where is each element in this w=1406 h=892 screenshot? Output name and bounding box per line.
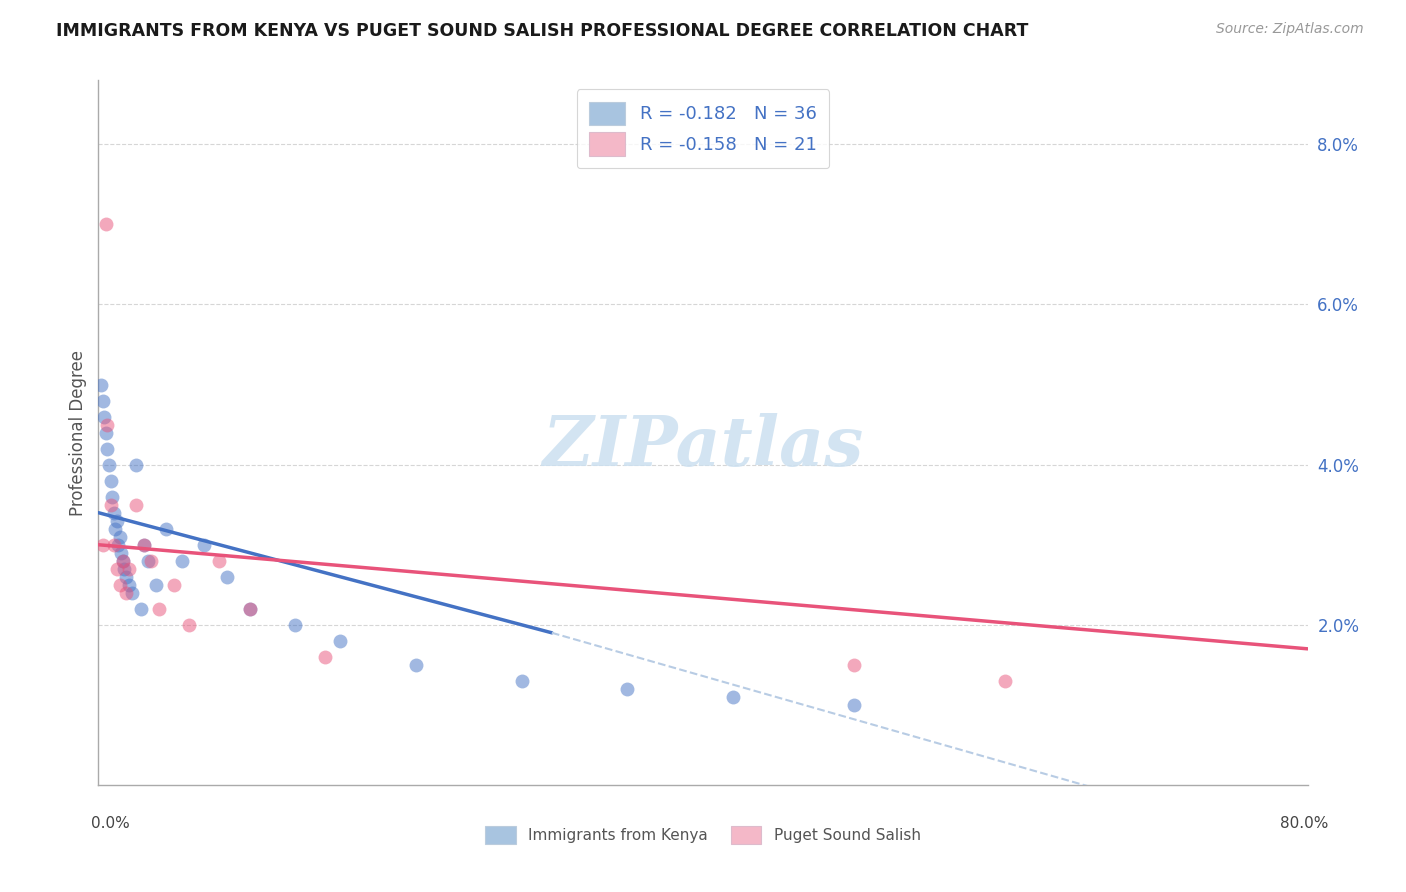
Point [91, 538, 114, 552]
Point [112, 562, 135, 576]
Point [114, 586, 136, 600]
Point [284, 617, 307, 632]
Point [132, 538, 155, 552]
Point [125, 498, 148, 512]
Point [108, 578, 131, 592]
Point [329, 633, 352, 648]
Point [98, 458, 121, 472]
Point [844, 657, 866, 672]
Y-axis label: Professional Degree: Professional Degree [69, 350, 87, 516]
Point [110, 546, 132, 560]
Text: ZIPatlas: ZIPatlas [543, 413, 863, 481]
Point [179, 617, 201, 632]
Point [239, 601, 262, 615]
Point [239, 601, 262, 615]
Point [208, 554, 231, 568]
Text: 80.0%: 80.0% [1281, 816, 1329, 831]
Text: IMMIGRANTS FROM KENYA VS PUGET SOUND SALISH PROFESSIONAL DEGREE CORRELATION CHAR: IMMIGRANTS FROM KENYA VS PUGET SOUND SAL… [56, 22, 1029, 40]
Point [103, 538, 125, 552]
Point [103, 506, 125, 520]
Point [155, 522, 177, 536]
Point [111, 554, 134, 568]
Point [100, 498, 122, 512]
Point [101, 490, 124, 504]
Point [193, 538, 215, 552]
Text: 0.0%: 0.0% [91, 816, 131, 831]
Point [132, 538, 155, 552]
Point [121, 586, 143, 600]
Point [114, 570, 136, 584]
Point [723, 690, 745, 704]
Point [105, 562, 128, 576]
Text: Source: ZipAtlas.com: Source: ZipAtlas.com [1216, 22, 1364, 37]
Point [145, 578, 167, 592]
Point [100, 474, 122, 488]
Point [105, 514, 128, 528]
Point [90, 377, 112, 392]
Point [125, 458, 148, 472]
Point [93, 409, 115, 424]
Point [96, 417, 118, 432]
Point [405, 657, 427, 672]
Legend: Immigrants from Kenya, Puget Sound Salish: Immigrants from Kenya, Puget Sound Salis… [485, 826, 921, 844]
Point [616, 681, 638, 696]
Point [118, 562, 141, 576]
Point [163, 578, 186, 592]
Point [510, 673, 533, 688]
Point [148, 601, 170, 615]
Point [91, 393, 114, 408]
Point [107, 538, 129, 552]
Point [170, 554, 193, 568]
Point [129, 601, 152, 615]
Point [94, 218, 117, 232]
Point [994, 673, 1017, 688]
Point [844, 698, 866, 712]
Point [136, 554, 159, 568]
Point [94, 425, 117, 440]
Point [141, 554, 163, 568]
Point [96, 442, 118, 456]
Point [118, 578, 141, 592]
Point [108, 530, 131, 544]
Point [111, 554, 134, 568]
Point [104, 522, 127, 536]
Point [314, 649, 336, 664]
Point [215, 570, 238, 584]
